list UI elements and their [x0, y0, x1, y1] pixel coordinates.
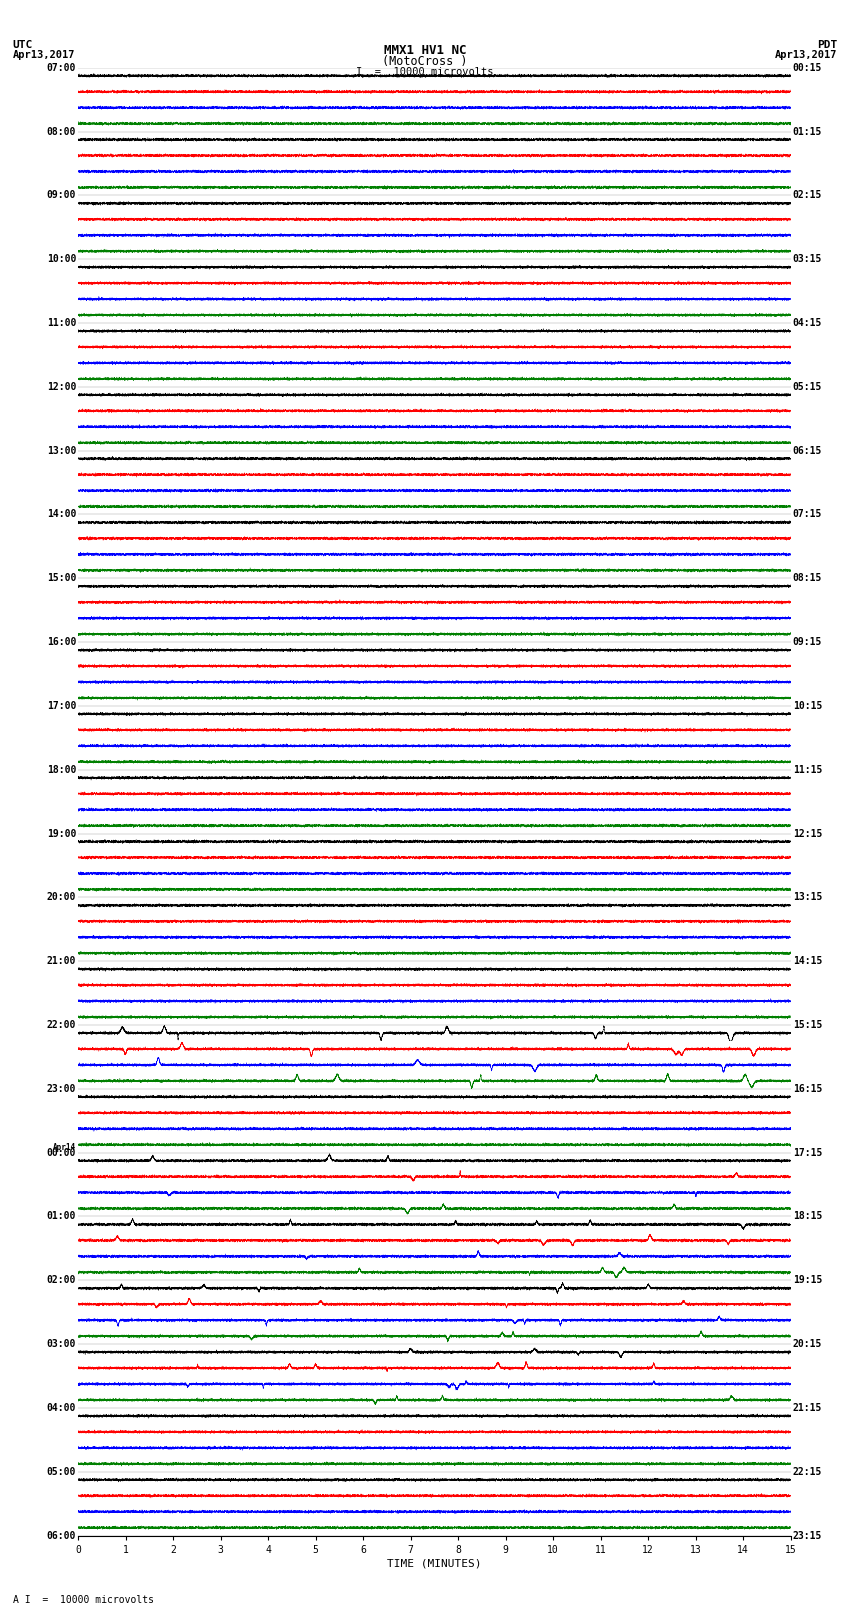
Text: 16:00: 16:00 — [47, 637, 76, 647]
Text: 11:00: 11:00 — [47, 318, 76, 327]
Text: 13:00: 13:00 — [47, 445, 76, 455]
Text: 22:15: 22:15 — [793, 1466, 822, 1478]
Text: 12:15: 12:15 — [793, 829, 822, 839]
Text: 16:15: 16:15 — [793, 1084, 822, 1094]
Text: 09:15: 09:15 — [793, 637, 822, 647]
Text: 22:00: 22:00 — [47, 1019, 76, 1031]
Text: UTC: UTC — [13, 40, 33, 50]
Text: 05:00: 05:00 — [47, 1466, 76, 1478]
Text: 06:00: 06:00 — [47, 1531, 76, 1540]
Text: 08:15: 08:15 — [793, 573, 822, 584]
Text: 12:00: 12:00 — [47, 382, 76, 392]
Text: I  =  10000 microvolts: I = 10000 microvolts — [356, 66, 494, 77]
Text: 10:00: 10:00 — [47, 255, 76, 265]
Text: 14:15: 14:15 — [793, 957, 822, 966]
Text: 06:15: 06:15 — [793, 445, 822, 455]
Text: 05:15: 05:15 — [793, 382, 822, 392]
Text: 04:15: 04:15 — [793, 318, 822, 327]
Text: 04:00: 04:00 — [47, 1403, 76, 1413]
X-axis label: TIME (MINUTES): TIME (MINUTES) — [387, 1558, 482, 1569]
Text: 13:15: 13:15 — [793, 892, 822, 902]
Text: 19:00: 19:00 — [47, 829, 76, 839]
Text: 21:15: 21:15 — [793, 1403, 822, 1413]
Text: 07:00: 07:00 — [47, 63, 76, 73]
Text: MMX1 HV1 NC: MMX1 HV1 NC — [383, 44, 467, 58]
Text: 11:15: 11:15 — [793, 765, 822, 774]
Text: 18:00: 18:00 — [47, 765, 76, 774]
Text: A I  =  10000 microvolts: A I = 10000 microvolts — [13, 1595, 154, 1605]
Text: 17:15: 17:15 — [793, 1148, 822, 1158]
Text: 03:15: 03:15 — [793, 255, 822, 265]
Text: (MotoCross ): (MotoCross ) — [382, 55, 468, 68]
Text: 00:00: 00:00 — [47, 1148, 76, 1158]
Text: 09:00: 09:00 — [47, 190, 76, 200]
Text: 15:15: 15:15 — [793, 1019, 822, 1031]
Text: 23:00: 23:00 — [47, 1084, 76, 1094]
Text: 20:00: 20:00 — [47, 892, 76, 902]
Text: 10:15: 10:15 — [793, 702, 822, 711]
Text: 01:15: 01:15 — [793, 126, 822, 137]
Text: Apr13,2017: Apr13,2017 — [13, 50, 76, 60]
Text: 02:15: 02:15 — [793, 190, 822, 200]
Text: PDT: PDT — [817, 40, 837, 50]
Text: 02:00: 02:00 — [47, 1276, 76, 1286]
Text: 23:15: 23:15 — [793, 1531, 822, 1540]
Text: Apr13,2017: Apr13,2017 — [774, 50, 837, 60]
Text: 08:00: 08:00 — [47, 126, 76, 137]
Text: 00:15: 00:15 — [793, 63, 822, 73]
Text: 14:00: 14:00 — [47, 510, 76, 519]
Text: 19:15: 19:15 — [793, 1276, 822, 1286]
Text: 18:15: 18:15 — [793, 1211, 822, 1221]
Text: 01:00: 01:00 — [47, 1211, 76, 1221]
Text: 17:00: 17:00 — [47, 702, 76, 711]
Text: 07:15: 07:15 — [793, 510, 822, 519]
Text: 21:00: 21:00 — [47, 957, 76, 966]
Text: 20:15: 20:15 — [793, 1339, 822, 1348]
Text: Apr14: Apr14 — [53, 1142, 76, 1152]
Text: 15:00: 15:00 — [47, 573, 76, 584]
Text: 03:00: 03:00 — [47, 1339, 76, 1348]
